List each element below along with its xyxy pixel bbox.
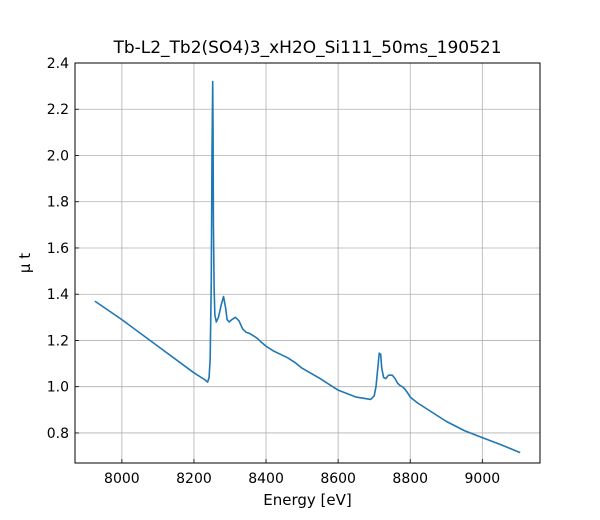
series-line (94, 80, 521, 454)
x-tick-label: 9000 (465, 471, 501, 487)
chart-title: Tb-L2_Tb2(SO4)3_xH2O_Si111_50ms_190521 (112, 38, 501, 58)
y-tick-label: 1.6 (47, 241, 69, 257)
y-tick-label: 1.8 (47, 195, 69, 211)
x-tick-label: 8400 (248, 471, 284, 487)
y-tick-label: 1.4 (47, 287, 69, 303)
y-tick-label: 2.0 (47, 148, 69, 164)
grid-lines (75, 62, 540, 463)
x-tick-label: 8600 (320, 471, 356, 487)
x-tick-label: 8200 (176, 471, 212, 487)
axis-ticks: 8000 8200 8400 8600 8800 9000 0.8 1.0 1.2 1.4 1.6 1… (47, 56, 500, 487)
y-tick-label: 2.2 (47, 102, 69, 118)
series-layer (94, 80, 521, 454)
plot-frame (74, 62, 541, 464)
y-tick-label: 1.2 (47, 333, 69, 349)
y-tick-label: 1.0 (47, 380, 69, 396)
y-tick-label: 0.8 (47, 426, 69, 442)
x-axis-label: Energy [eV] (263, 491, 351, 509)
x-tick-label: 8000 (104, 471, 140, 487)
y-tick-label: 2.4 (47, 56, 69, 72)
y-axis-label: μ t (16, 253, 34, 273)
x-tick-label: 8800 (392, 471, 428, 487)
